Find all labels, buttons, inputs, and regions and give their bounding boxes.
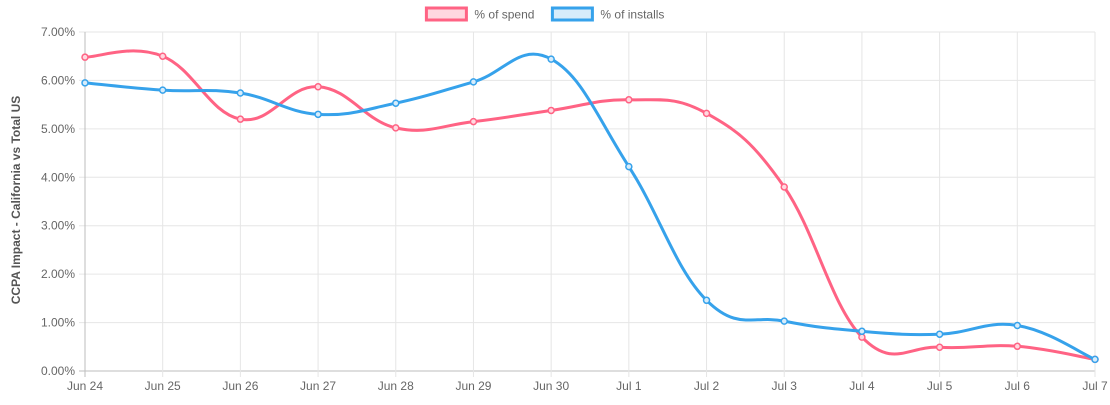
y-tick-label: 0.00% <box>41 364 75 378</box>
x-tick-label: Jul 5 <box>927 379 953 393</box>
data-point[interactable] <box>158 86 167 94</box>
data-point[interactable] <box>314 82 322 91</box>
legend-swatch <box>550 6 594 22</box>
x-tick-label: Jul 1 <box>616 379 642 393</box>
data-point[interactable] <box>81 79 89 87</box>
legend-swatch <box>424 6 468 22</box>
y-tick-label: 1.00% <box>41 316 75 330</box>
data-point[interactable] <box>625 162 633 171</box>
x-tick-label: Jul 4 <box>849 379 875 393</box>
data-point[interactable] <box>469 78 478 86</box>
series-installs <box>81 52 1099 364</box>
y-tick-label: 3.00% <box>41 219 75 233</box>
data-point[interactable] <box>236 115 245 123</box>
data-point[interactable] <box>469 117 478 126</box>
x-tick-label: Jun 30 <box>533 379 569 393</box>
grid <box>79 31 1096 377</box>
series-line <box>83 49 1097 361</box>
legend-label: % of installs <box>600 8 664 22</box>
data-point[interactable] <box>625 96 633 104</box>
x-tick-label: Jul 2 <box>694 379 720 393</box>
data-point[interactable] <box>547 55 555 63</box>
data-point[interactable] <box>1091 355 1099 364</box>
x-tick-label: Jun 25 <box>145 379 181 393</box>
y-tick-label: 5.00% <box>41 122 75 136</box>
x-tick-label: Jun 29 <box>455 379 491 393</box>
x-tick-label: Jul 7 <box>1082 379 1108 393</box>
axes: 0.00% 1.00% 2.00% 3.00% 4.00% 5.00% 6.00% 7.00%… <box>41 25 1108 393</box>
data-point[interactable] <box>392 124 400 132</box>
data-point[interactable] <box>81 53 89 61</box>
data-point[interactable] <box>935 343 944 352</box>
data-point[interactable] <box>858 327 866 336</box>
data-point[interactable] <box>702 109 711 118</box>
series-line <box>83 52 1097 361</box>
legend-label: % of spend <box>474 8 534 22</box>
x-tick-label: Jul 6 <box>1005 379 1031 393</box>
data-point[interactable] <box>547 106 555 115</box>
legend-item-spend[interactable]: % of spend <box>424 6 534 22</box>
y-axis-label: CCPA Impact - California vs Total US <box>9 96 23 304</box>
data-point[interactable] <box>702 296 711 305</box>
x-tick-label: Jun 28 <box>378 379 414 393</box>
x-tick-label: Jun 24 <box>67 379 103 393</box>
x-tick-label: Jun 26 <box>222 379 258 393</box>
y-tick-label: 4.00% <box>41 170 75 184</box>
data-point[interactable] <box>1013 342 1022 351</box>
x-tick-label: Jul 3 <box>772 379 798 393</box>
x-tick-label: Jun 27 <box>300 379 336 393</box>
data-point[interactable] <box>314 110 322 119</box>
data-point[interactable] <box>158 52 167 60</box>
legend[interactable]: % of spend % of installs <box>424 6 664 22</box>
data-point[interactable] <box>236 89 245 97</box>
y-tick-label: 7.00% <box>41 25 75 39</box>
series <box>81 49 1099 364</box>
y-tick-label: 2.00% <box>41 267 75 281</box>
data-point[interactable] <box>392 99 400 107</box>
y-tick-label: 6.00% <box>41 73 75 87</box>
legend-item-installs[interactable]: % of installs <box>550 6 664 22</box>
series-spend <box>81 49 1099 364</box>
data-point[interactable] <box>780 317 788 325</box>
data-point[interactable] <box>935 330 944 338</box>
data-point[interactable] <box>780 183 788 191</box>
data-point[interactable] <box>1013 321 1022 330</box>
